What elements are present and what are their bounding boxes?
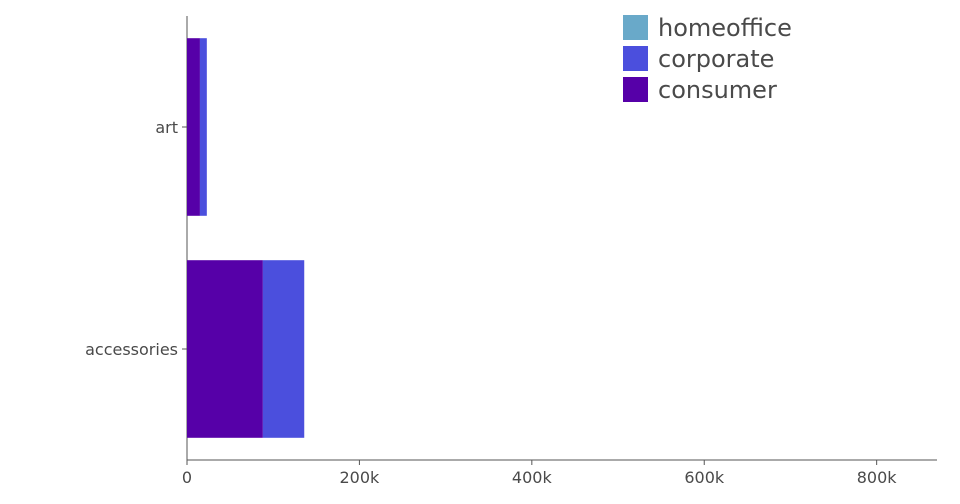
bar-accessories-corporate[interactable]	[262, 260, 305, 438]
legend-swatch	[623, 15, 648, 40]
bar-art-consumer[interactable]	[187, 38, 200, 216]
x-tick-label: 0	[182, 468, 192, 487]
legend-label: homeoffice	[658, 14, 792, 42]
x-tick-label: 200k	[340, 468, 381, 487]
x-tick-label: 800k	[857, 468, 898, 487]
legend-item-corporate[interactable]: corporate	[623, 45, 774, 73]
y-tick-label: accessories	[85, 340, 178, 359]
x-ticks-layer: 0 200k 400k 600k 800k	[182, 460, 897, 487]
legend-label: consumer	[658, 76, 777, 104]
legend-label: corporate	[658, 45, 774, 73]
legend-item-consumer[interactable]: consumer	[623, 76, 777, 104]
legend-item-homeoffice[interactable]: homeoffice	[623, 14, 792, 42]
y-tick-label: art	[155, 118, 178, 137]
bar-accessories-consumer[interactable]	[187, 260, 263, 438]
bars-layer	[187, 38, 305, 438]
legend-swatch	[623, 46, 648, 71]
x-tick-label: 400k	[512, 468, 553, 487]
bar-art-corporate[interactable]	[199, 38, 207, 216]
legend[interactable]: homeoffice corporate consumer	[623, 14, 792, 104]
x-tick-label: 600k	[684, 468, 725, 487]
legend-swatch	[623, 77, 648, 102]
y-ticks-layer: art accessories	[85, 118, 187, 359]
